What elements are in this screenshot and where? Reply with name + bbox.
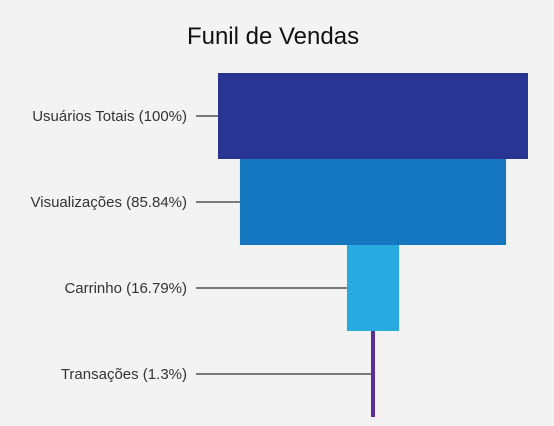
stage-label-transacoes: Transações (1.3%): [61, 366, 187, 383]
funnel-bar-visualizacoes: [239, 159, 507, 245]
funnel-bar-transacoes: [370, 331, 376, 417]
stage-label-usuarios-totais: Usuários Totais (100%): [32, 108, 187, 125]
chart-title: Funil de Vendas: [187, 23, 359, 50]
funnel-stages: Usuários Totais (100%) Visualizações (85.…: [31, 73, 528, 417]
funnel-bar-usuarios-totais: [218, 73, 528, 159]
stage-label-visualizacoes: Visualizações (85.84%): [31, 194, 187, 211]
funnel-bar-carrinho: [346, 245, 400, 331]
stage-label-carrinho: Carrinho (16.79%): [64, 280, 187, 297]
